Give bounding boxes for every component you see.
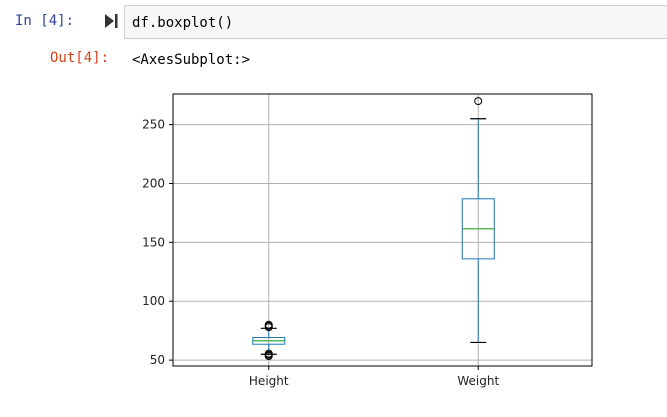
y-tick-label: 200 [142, 176, 165, 190]
y-tick-label: 150 [142, 235, 165, 249]
boxplot-chart: 50 100 150 200 250 Height Weight [142, 93, 593, 388]
plot-frame [172, 93, 593, 367]
tick-layer: 50 100 150 200 250 Height Weight [142, 118, 499, 388]
output-text: <AxesSubplot:> [132, 52, 251, 68]
y-tick-label: 100 [142, 294, 165, 308]
outlier-point [474, 97, 483, 106]
box-layer [252, 97, 495, 360]
outlier-point [264, 320, 273, 329]
output-prompt: Out[4]: [50, 50, 110, 66]
outlier-point [264, 349, 273, 358]
input-prompt: In [4]: [15, 13, 75, 29]
x-tick-label: Weight [457, 374, 499, 388]
grid-layer [173, 94, 592, 366]
y-tick-label: 250 [142, 118, 165, 132]
y-tick-label: 50 [150, 353, 165, 367]
code-text[interactable]: df.boxplot() [132, 15, 234, 31]
run-cell-icon[interactable] [104, 13, 118, 29]
code-cell[interactable]: df.boxplot() [124, 5, 667, 39]
x-tick-label: Height [249, 374, 289, 388]
